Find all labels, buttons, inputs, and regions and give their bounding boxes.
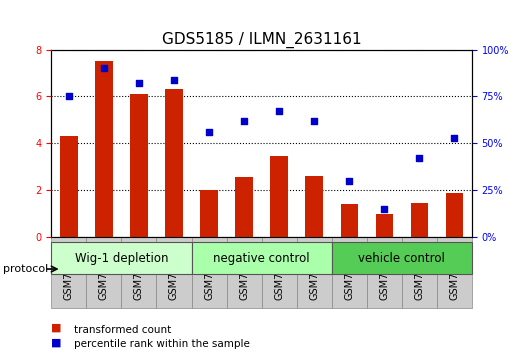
Bar [410,203,428,237]
Bar [376,214,393,237]
FancyBboxPatch shape [122,237,156,308]
FancyBboxPatch shape [51,242,191,274]
Bar [200,190,218,237]
FancyBboxPatch shape [227,237,262,308]
FancyBboxPatch shape [191,242,332,274]
Text: Wig-1 depletion: Wig-1 depletion [75,252,168,265]
Point [205,129,213,135]
Point [450,135,459,141]
Text: GSM737537: GSM737537 [379,241,389,300]
Bar [235,177,253,237]
Text: GSM737542: GSM737542 [134,241,144,300]
Text: GSM737545: GSM737545 [239,241,249,300]
FancyBboxPatch shape [156,237,191,308]
Text: GSM737540: GSM737540 [64,241,74,300]
Text: protocol: protocol [3,264,48,274]
Title: GDS5185 / ILMN_2631161: GDS5185 / ILMN_2631161 [162,32,362,48]
FancyBboxPatch shape [297,237,332,308]
Bar [270,156,288,237]
Text: ■: ■ [51,323,62,333]
Point [135,80,143,86]
Text: GSM737543: GSM737543 [169,241,179,300]
Point [380,206,388,212]
FancyBboxPatch shape [332,237,367,308]
FancyBboxPatch shape [367,237,402,308]
FancyBboxPatch shape [51,237,86,308]
FancyBboxPatch shape [437,237,472,308]
Text: GSM737547: GSM737547 [309,241,319,300]
Text: vehicle control: vehicle control [359,252,445,265]
Bar [165,90,183,237]
FancyBboxPatch shape [402,237,437,308]
Text: transformed count: transformed count [74,325,172,335]
FancyBboxPatch shape [86,237,122,308]
Text: GSM737544: GSM737544 [204,241,214,300]
Point [275,109,283,114]
Point [240,118,248,124]
Bar [130,94,148,237]
Point [100,65,108,71]
Point [415,155,423,161]
Text: negative control: negative control [213,252,310,265]
Point [170,77,178,82]
Text: GSM737538: GSM737538 [415,241,424,300]
Text: ■: ■ [51,337,62,347]
FancyBboxPatch shape [262,237,297,308]
Bar [341,204,358,237]
Point [65,93,73,99]
FancyBboxPatch shape [191,237,227,308]
Point [345,178,353,184]
Bar [60,136,77,237]
Text: GSM737539: GSM737539 [449,241,460,300]
Point [310,118,318,124]
Text: GSM737546: GSM737546 [274,241,284,300]
FancyBboxPatch shape [332,242,472,274]
Bar [305,176,323,237]
Text: percentile rank within the sample: percentile rank within the sample [74,339,250,349]
Bar [446,193,463,237]
Bar [95,61,113,237]
Text: GSM737541: GSM737541 [99,241,109,300]
Text: GSM737536: GSM737536 [344,241,354,300]
